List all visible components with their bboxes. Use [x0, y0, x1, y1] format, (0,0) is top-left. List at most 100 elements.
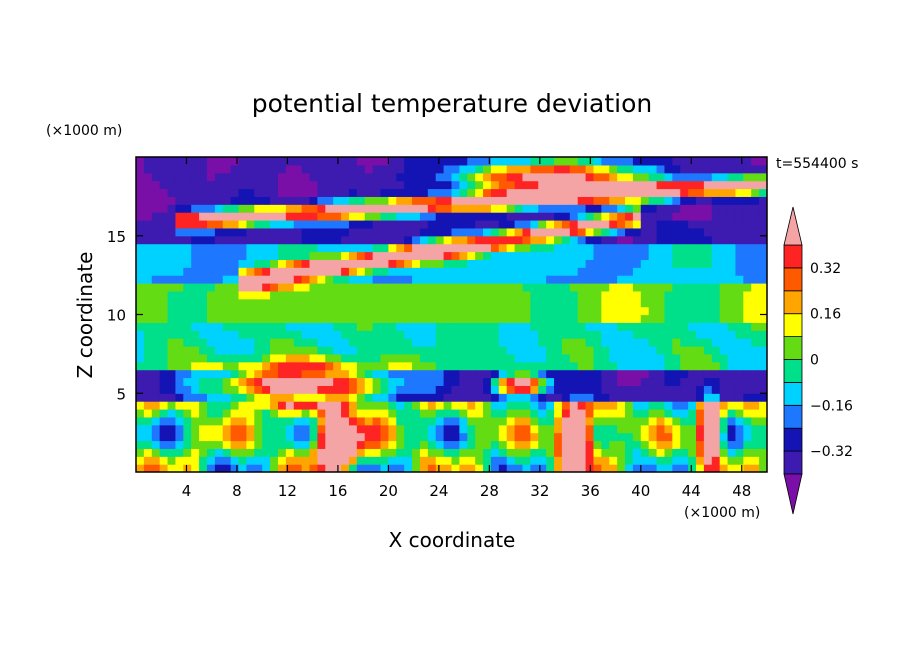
- field-cell: [151, 188, 161, 197]
- field-cell: [388, 464, 397, 472]
- field-cell: [680, 393, 689, 402]
- field-cell: [175, 275, 184, 284]
- field-cell: [656, 227, 666, 237]
- field-cell: [743, 212, 752, 221]
- field-cell: [348, 401, 358, 410]
- field-cell: [443, 290, 453, 300]
- field-cell: [498, 157, 508, 166]
- field-cell: [175, 188, 184, 197]
- field-cell: [206, 172, 216, 182]
- field-cell: [443, 353, 453, 363]
- field-cell: [159, 283, 169, 292]
- field-cell: [554, 314, 563, 323]
- field-cell: [388, 188, 397, 197]
- field-cell: [206, 440, 216, 449]
- field-cell: [703, 416, 713, 426]
- field-cell: [404, 235, 413, 245]
- field-cell: [277, 204, 287, 213]
- field-cell: [333, 416, 342, 426]
- field-cell: [325, 172, 334, 182]
- field-cell: [222, 172, 232, 182]
- field-cell: [277, 330, 287, 339]
- field-cell: [254, 220, 263, 229]
- field-cell: [427, 346, 437, 355]
- colorbar-band: [783, 267, 803, 292]
- field-cell: [412, 385, 421, 394]
- field-cell: [585, 346, 595, 355]
- field-cell: [467, 180, 476, 190]
- field-cell: [159, 172, 169, 182]
- field-cell: [206, 448, 216, 457]
- field-cell: [459, 338, 468, 347]
- field-cell: [506, 432, 516, 442]
- field-cell: [490, 164, 500, 174]
- field-cell: [554, 424, 563, 434]
- field-cell: [640, 220, 650, 229]
- field-cell: [341, 306, 350, 316]
- field-cell: [214, 385, 224, 394]
- field-cell: [656, 338, 666, 347]
- field-cell: [664, 164, 673, 174]
- field-cell: [396, 424, 405, 434]
- field-cell: [711, 361, 721, 371]
- field-cell: [467, 369, 476, 379]
- field-cell: [333, 290, 342, 300]
- field-cell: [632, 259, 642, 268]
- field-cell: [759, 283, 767, 292]
- field-cell: [601, 424, 610, 434]
- field-cell: [199, 157, 208, 166]
- field-cell: [254, 227, 263, 237]
- field-cell: [301, 322, 311, 331]
- field-cell: [206, 251, 216, 260]
- field-cell: [530, 393, 539, 402]
- field-cell: [309, 259, 319, 268]
- field-cell: [538, 322, 547, 331]
- field-cell: [601, 283, 610, 292]
- field-cell: [569, 338, 579, 347]
- field-cell: [325, 409, 334, 418]
- field-cell: [617, 440, 626, 449]
- field-cell: [735, 283, 744, 292]
- field-cell: [514, 448, 524, 457]
- field-cell: [727, 456, 737, 465]
- field-cell: [341, 322, 350, 331]
- field-cell: [254, 275, 263, 284]
- field-cell: [640, 235, 650, 245]
- field-cell: [577, 164, 587, 174]
- field-cell: [656, 409, 666, 418]
- field-cell: [348, 196, 358, 205]
- field-cell: [672, 385, 681, 394]
- field-cell: [254, 369, 263, 379]
- field-cell: [538, 440, 547, 449]
- field-cell: [435, 314, 445, 323]
- field-cell: [672, 157, 681, 166]
- colorbar-label: 0: [810, 353, 819, 369]
- field-cell: [262, 456, 271, 465]
- field-cell: [419, 290, 429, 300]
- field-cell: [696, 259, 705, 268]
- field-cell: [230, 353, 240, 363]
- field-cell: [301, 464, 311, 472]
- field-cell: [561, 204, 571, 213]
- field-cell: [317, 283, 326, 292]
- field-cell: [214, 227, 224, 237]
- field-cell: [577, 330, 587, 339]
- field-cell: [380, 432, 389, 442]
- field-cell: [735, 440, 744, 449]
- field-cell: [270, 369, 279, 379]
- field-cell: [222, 212, 232, 221]
- field-cell: [467, 164, 476, 174]
- field-cell: [498, 361, 508, 371]
- field-cell: [735, 180, 744, 190]
- field-cell: [585, 456, 595, 465]
- field-cell: [625, 385, 634, 394]
- field-cell: [711, 180, 721, 190]
- field-cell: [230, 361, 240, 371]
- field-cell: [538, 377, 547, 386]
- field-cell: [451, 385, 460, 394]
- field-cell: [404, 416, 413, 426]
- field-cell: [617, 283, 626, 292]
- field-cell: [475, 346, 484, 355]
- field-cell: [601, 290, 610, 300]
- field-cell: [206, 227, 216, 237]
